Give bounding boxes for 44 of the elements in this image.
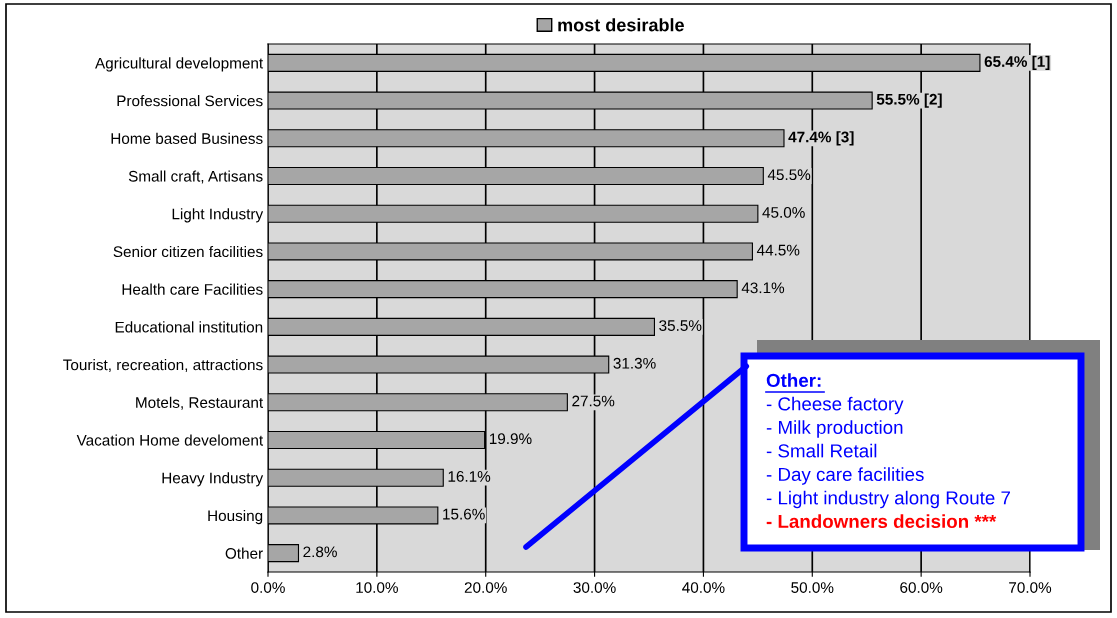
data-label: 27.5% (572, 395, 615, 407)
annotation: - Light industry along Route 7 (766, 490, 1010, 509)
data-label: 35.5% (659, 320, 702, 331)
x-tick-label: 40.0% (682, 582, 725, 593)
y-tick-label: Small craft, Artisans (128, 170, 263, 184)
data-label: 44.5% (756, 244, 800, 256)
data-label: 65.4% [1] (984, 55, 1050, 70)
annotation: - Day care facilities (766, 467, 924, 485)
y-tick-label: Motels, Restaurant (136, 396, 264, 410)
x-tick-label: 10.0% (356, 582, 398, 593)
data-label: 31.3% (613, 357, 656, 369)
x-tick-label: 60.0% (900, 582, 943, 593)
y-tick-label: Other (225, 547, 263, 559)
annotation: - Landowners decision *** (766, 514, 997, 529)
y-tick-label: Housing (208, 509, 263, 525)
y-tick-label: Educational institution (115, 321, 263, 333)
y-tick-label: Light Industry (172, 208, 264, 223)
y-tick-label: Senior citizen facilities (113, 245, 263, 258)
legend-label: most desirable (558, 18, 684, 32)
data-label: 45.5% (767, 169, 811, 181)
data-label: 15.6% (443, 508, 485, 520)
x-tick-label: 30.0% (573, 582, 616, 593)
annotation: - Milk production (766, 420, 903, 438)
data-label: 55.5% [2] (876, 93, 942, 108)
y-tick-label: Agricultural development (95, 57, 264, 72)
y-tick-label: Health care Facilities (122, 283, 263, 295)
y-tick-label: Tourist, recreation, attractions (63, 359, 263, 373)
data-label: 2.8% (303, 546, 337, 558)
y-tick-label: Heavy Industry (162, 472, 264, 487)
data-label: 45.0% (762, 207, 805, 218)
annotation: Other: (766, 373, 821, 388)
y-tick-label: Home based Business (111, 132, 263, 144)
annotation: - Cheese factory (766, 396, 904, 415)
annotation: - Small Retail (766, 443, 877, 458)
y-tick-label: Professional Services (117, 95, 263, 107)
data-label: 47.4% [3] (788, 131, 854, 146)
x-tick-label: 0.0% (251, 582, 285, 593)
x-tick-label: 20.0% (464, 582, 507, 593)
data-label: 16.1% (448, 471, 491, 482)
y-tick-label: Vacation Home develoment (76, 434, 264, 446)
data-label: 43.1% (741, 282, 785, 294)
data-label: 19.9% (489, 433, 532, 445)
x-tick-label: 50.0% (791, 582, 834, 593)
x-tick-label: 70.0% (1009, 582, 1052, 593)
